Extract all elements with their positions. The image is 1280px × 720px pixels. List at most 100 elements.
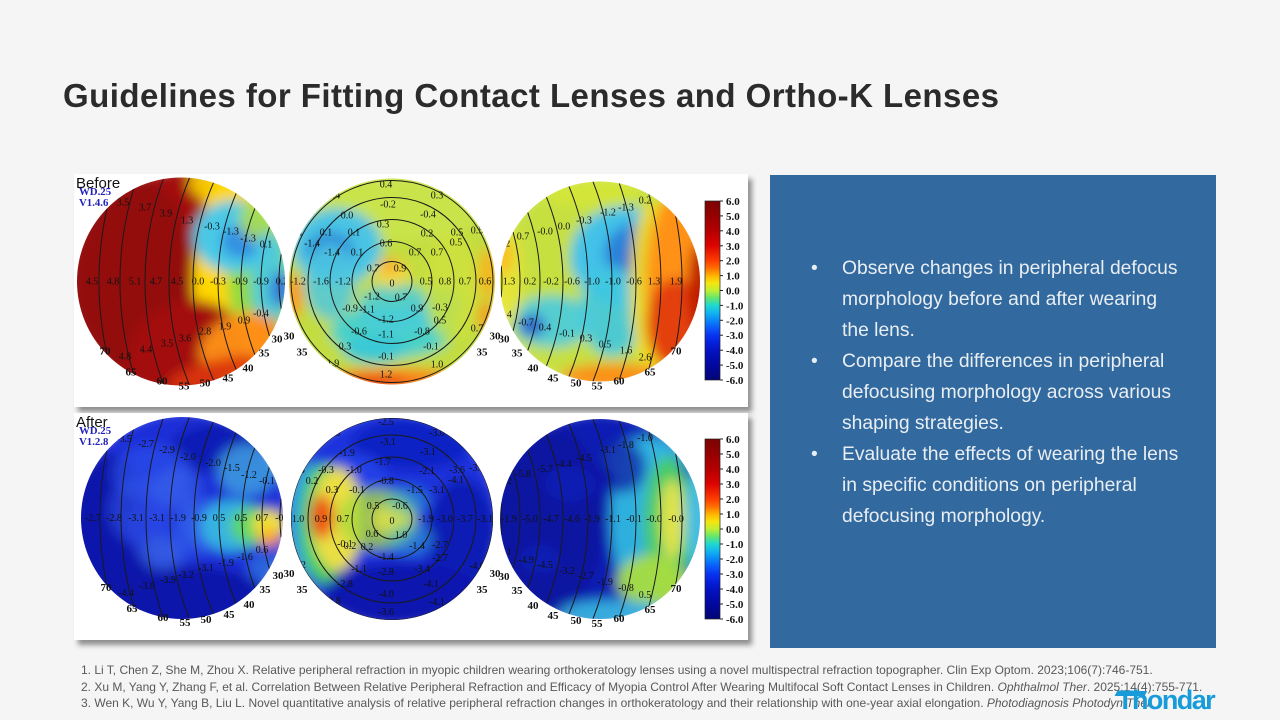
svg-text:-1.1: -1.1 <box>378 330 394 341</box>
svg-text:40: 40 <box>243 363 255 375</box>
svg-text:-2.0: -2.0 <box>726 554 744 566</box>
svg-text:-5.8: -5.8 <box>515 469 531 480</box>
svg-text:0.7: 0.7 <box>517 232 530 243</box>
svg-text:0.6: 0.6 <box>380 239 393 250</box>
svg-text:-3.8: -3.8 <box>139 581 155 592</box>
svg-text:-5.2: -5.2 <box>496 476 512 487</box>
svg-text:0.9: 0.9 <box>238 316 251 327</box>
svg-text:5.1: 5.1 <box>129 277 142 288</box>
svg-text:-3.1: -3.1 <box>486 514 502 525</box>
svg-text:0.2: 0.2 <box>276 277 289 288</box>
svg-text:-0.6: -0.6 <box>392 501 408 512</box>
svg-text:-2.8: -2.8 <box>106 513 122 524</box>
svg-text:-0.8: -0.8 <box>618 583 634 594</box>
svg-text:-0.1: -0.1 <box>337 539 353 550</box>
svg-text:-0.3: -0.3 <box>576 216 592 227</box>
svg-text:-1.3: -1.3 <box>223 227 239 238</box>
svg-text:-1.2: -1.2 <box>364 292 380 303</box>
svg-text:0.5: 0.5 <box>420 277 433 288</box>
svg-text:30: 30 <box>490 331 502 343</box>
svg-text:0.5: 0.5 <box>213 513 226 524</box>
svg-text:-1.9: -1.9 <box>339 448 355 459</box>
svg-text:0.6: 0.6 <box>366 529 379 540</box>
svg-text:1.9: 1.9 <box>670 277 683 288</box>
svg-text:-1.9: -1.9 <box>170 513 186 524</box>
svg-text:-1.2: -1.2 <box>290 277 306 288</box>
svg-text:0.4: 0.4 <box>380 180 393 191</box>
svg-text:5.0: 5.0 <box>726 449 740 461</box>
svg-text:-1.7: -1.7 <box>375 457 391 468</box>
svg-text:-3.0: -3.0 <box>437 514 453 525</box>
svg-text:-1.4: -1.4 <box>324 248 340 259</box>
svg-text:1.9: 1.9 <box>327 359 340 370</box>
svg-text:-4.4: -4.4 <box>118 588 134 599</box>
svg-text:-4.5: -4.5 <box>537 560 553 571</box>
svg-text:30: 30 <box>284 568 296 580</box>
svg-text:-1.5: -1.5 <box>224 463 240 474</box>
svg-text:0.9: 0.9 <box>394 264 407 275</box>
svg-text:-0.1: -0.1 <box>378 352 394 363</box>
svg-text:-0.9: -0.9 <box>191 513 207 524</box>
svg-text:-1.9: -1.9 <box>218 558 234 569</box>
svg-text:0.0: 0.0 <box>558 222 571 233</box>
svg-text:0.5: 0.5 <box>471 226 484 237</box>
svg-text:65: 65 <box>645 604 657 616</box>
svg-text:-0.9: -0.9 <box>232 277 248 288</box>
svg-text:-0.3: -0.3 <box>210 277 226 288</box>
svg-text:1.0: 1.0 <box>431 360 444 371</box>
svg-text:-1.1: -1.1 <box>351 564 367 575</box>
svg-text:0.5: 0.5 <box>451 228 464 239</box>
svg-text:45: 45 <box>548 610 560 622</box>
svg-text:-0.6: -0.6 <box>626 277 642 288</box>
svg-text:35: 35 <box>477 584 489 596</box>
svg-text:45: 45 <box>548 373 560 385</box>
svg-text:0.5: 0.5 <box>434 316 447 327</box>
svg-text:35: 35 <box>297 347 309 359</box>
svg-text:0.2: 0.2 <box>421 229 434 240</box>
svg-text:50: 50 <box>200 378 212 390</box>
svg-text:0.7: 0.7 <box>337 514 350 525</box>
svg-text:-1.2: -1.2 <box>241 470 257 481</box>
svg-text:4.0: 4.0 <box>726 464 740 476</box>
svg-text:-3.1: -3.1 <box>477 514 493 525</box>
svg-text:70: 70 <box>671 583 683 595</box>
svg-text:70: 70 <box>100 346 112 358</box>
svg-text:4.0: 4.0 <box>726 226 740 238</box>
svg-text:-6.0: -6.0 <box>726 614 744 626</box>
svg-text:1.2: 1.2 <box>380 370 393 381</box>
svg-text:2.0: 2.0 <box>726 256 740 268</box>
svg-text:40: 40 <box>528 363 540 375</box>
svg-text:-2.7: -2.7 <box>432 540 448 551</box>
svg-text:1.9: 1.9 <box>219 322 232 333</box>
svg-text:-3.6: -3.6 <box>449 465 465 476</box>
svg-text:65: 65 <box>127 603 139 615</box>
svg-text:35: 35 <box>477 347 489 359</box>
svg-text:0.5: 0.5 <box>235 513 248 524</box>
svg-text:6.0: 6.0 <box>726 196 740 208</box>
svg-text:-4.1: -4.1 <box>423 579 439 590</box>
svg-text:-3.1: -3.1 <box>128 513 144 524</box>
svg-text:-1.2: -1.2 <box>335 277 351 288</box>
svg-text:-3.0: -3.0 <box>726 569 744 581</box>
svg-text:0.2: 0.2 <box>344 541 357 552</box>
svg-text:-4.0: -4.0 <box>726 345 744 357</box>
svg-text:0: 0 <box>390 279 395 290</box>
svg-text:1.0: 1.0 <box>726 271 740 283</box>
svg-text:-0.1: -0.1 <box>349 485 365 496</box>
svg-text:0.0: 0.0 <box>192 277 205 288</box>
svg-text:0.2: 0.2 <box>524 277 537 288</box>
svg-text:55: 55 <box>592 381 604 393</box>
svg-text:35: 35 <box>260 584 272 596</box>
svg-text:-0.4: -0.4 <box>253 309 269 320</box>
svg-text:-0.3: -0.3 <box>432 303 448 314</box>
svg-text:3.6: 3.6 <box>179 334 192 345</box>
svg-text:0.7: 0.7 <box>431 248 444 259</box>
svg-text:-0.4: -0.4 <box>420 210 436 221</box>
svg-text:-2.0: -2.0 <box>180 452 196 463</box>
svg-text:-2.0: -2.0 <box>726 315 744 327</box>
svg-text:-3.7: -3.7 <box>457 514 473 525</box>
svg-text:-1.3: -1.3 <box>618 203 634 214</box>
svg-text:-1.4: -1.4 <box>304 239 320 250</box>
svg-text:-2.8: -2.8 <box>337 579 353 590</box>
svg-text:-0.9: -0.9 <box>253 277 269 288</box>
